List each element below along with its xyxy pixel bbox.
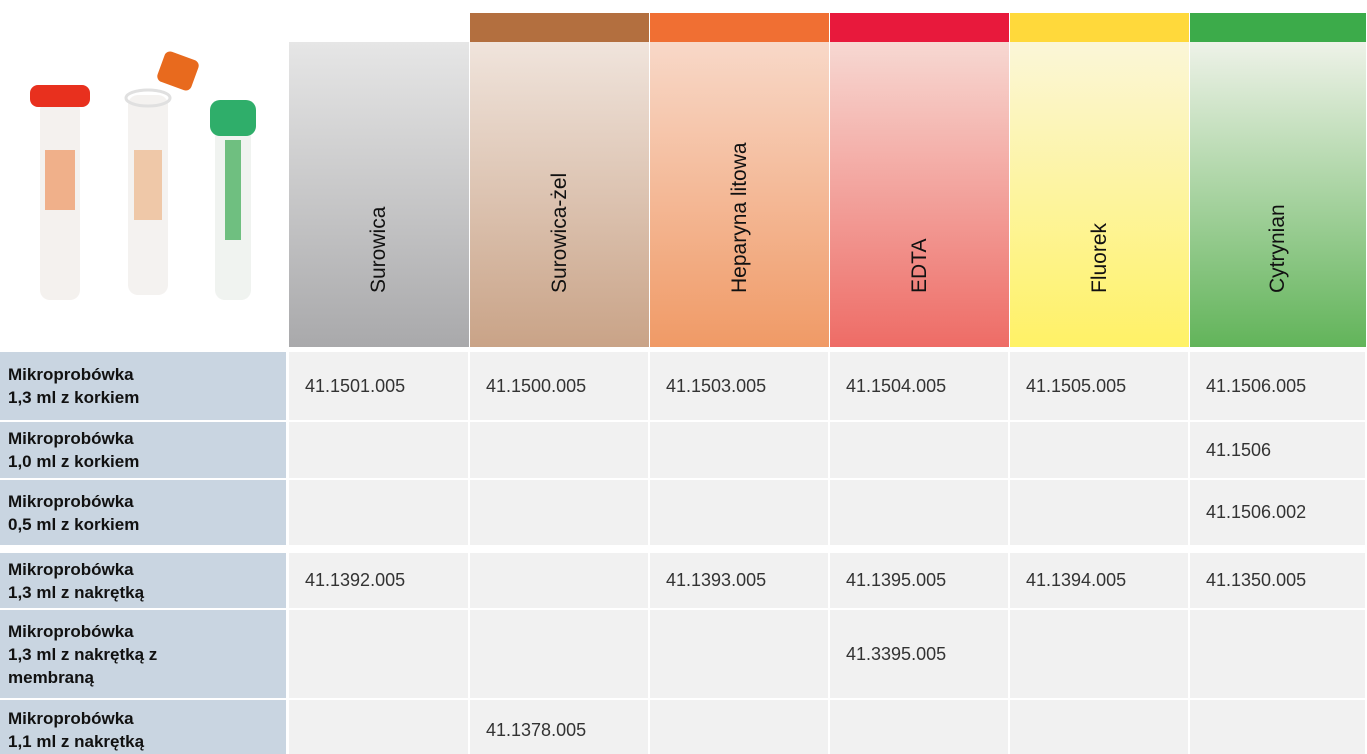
row-label-line: Mikroprobówka <box>8 707 286 730</box>
table-cell: 41.3395.005 <box>830 610 1008 698</box>
table-cell: 41.1394.005 <box>1010 553 1188 608</box>
column-header-label: Fluorek <box>1088 223 1112 293</box>
row-label-line: membraną <box>8 666 286 689</box>
column-header-label: Cytrynian <box>1266 204 1290 293</box>
table-cell <box>650 422 828 478</box>
table-cell <box>289 700 468 754</box>
row-label-line: Mikroprobówka <box>8 490 286 513</box>
color-bar <box>830 13 1009 42</box>
row-label-line: Mikroprobówka <box>8 558 286 581</box>
table-cell: 41.1393.005 <box>650 553 828 608</box>
table-cell <box>470 553 648 608</box>
column-header: Surowica-żel <box>470 42 649 347</box>
table-cell <box>289 610 468 698</box>
column-header-label: EDTA <box>908 239 932 293</box>
column-header-label: Surowica-żel <box>548 173 572 293</box>
table-cell: 41.1506.005 <box>1190 352 1365 420</box>
table-cell: 41.1378.005 <box>470 700 648 754</box>
column-header: Surowica <box>289 42 469 347</box>
row-label-line: Mikroprobówka <box>8 427 286 450</box>
table-cell <box>830 480 1008 545</box>
column-header: Heparyna litowa <box>650 42 829 347</box>
table-cell <box>470 610 648 698</box>
table-cell: 41.1395.005 <box>830 553 1008 608</box>
table-cell <box>1190 700 1365 754</box>
table-cell <box>650 700 828 754</box>
row-label-line: 0,5 ml z korkiem <box>8 513 286 536</box>
table-cell <box>470 422 648 478</box>
table-cell <box>470 480 648 545</box>
table-cell: 41.1505.005 <box>1010 352 1188 420</box>
row-label-line: 1,0 ml z korkiem <box>8 450 286 473</box>
table-cell <box>650 480 828 545</box>
table-cell <box>830 422 1008 478</box>
page: Surowica Surowica-żel Heparyna litowa EDTA F… <box>0 0 1367 754</box>
color-bar <box>1190 13 1366 42</box>
table-cell <box>289 480 468 545</box>
table-cell: 41.1503.005 <box>650 352 828 420</box>
table-cell: 41.1501.005 <box>289 352 468 420</box>
table-cell <box>1010 700 1188 754</box>
column-header-label: Heparyna litowa <box>728 142 752 293</box>
row-label-line: 1,1 ml z nakrętką <box>8 730 286 753</box>
table-cell <box>1190 610 1365 698</box>
table-cell <box>1010 610 1188 698</box>
table-cell: 41.1392.005 <box>289 553 468 608</box>
column-header: Cytrynian <box>1190 42 1366 347</box>
table-cell <box>830 700 1008 754</box>
table-cell <box>650 610 828 698</box>
row-label-line: Mikroprobówka <box>8 363 286 386</box>
table-cell <box>1010 422 1188 478</box>
table-cell: 41.1350.005 <box>1190 553 1365 608</box>
table-cell <box>1010 480 1188 545</box>
table-cell: 41.1500.005 <box>470 352 648 420</box>
color-bar <box>650 13 829 42</box>
column-header-label: Surowica <box>367 207 391 293</box>
color-bar <box>1010 13 1189 42</box>
row-label-line: 1,3 ml z nakrętką z <box>8 643 286 666</box>
row-label-line: 1,3 ml z korkiem <box>8 386 286 409</box>
row-label-line: Mikroprobówka <box>8 620 286 643</box>
table-cell <box>289 422 468 478</box>
row-label-line: 1,3 ml z nakrętką <box>8 581 286 604</box>
table-cell: 41.1504.005 <box>830 352 1008 420</box>
table-cell: 41.1506 <box>1190 422 1365 478</box>
column-header: Fluorek <box>1010 42 1189 347</box>
column-header: EDTA <box>830 42 1009 347</box>
color-bar <box>470 13 649 42</box>
table-cell: 41.1506.002 <box>1190 480 1365 545</box>
color-bar <box>289 13 469 42</box>
tubes-image <box>20 50 270 320</box>
